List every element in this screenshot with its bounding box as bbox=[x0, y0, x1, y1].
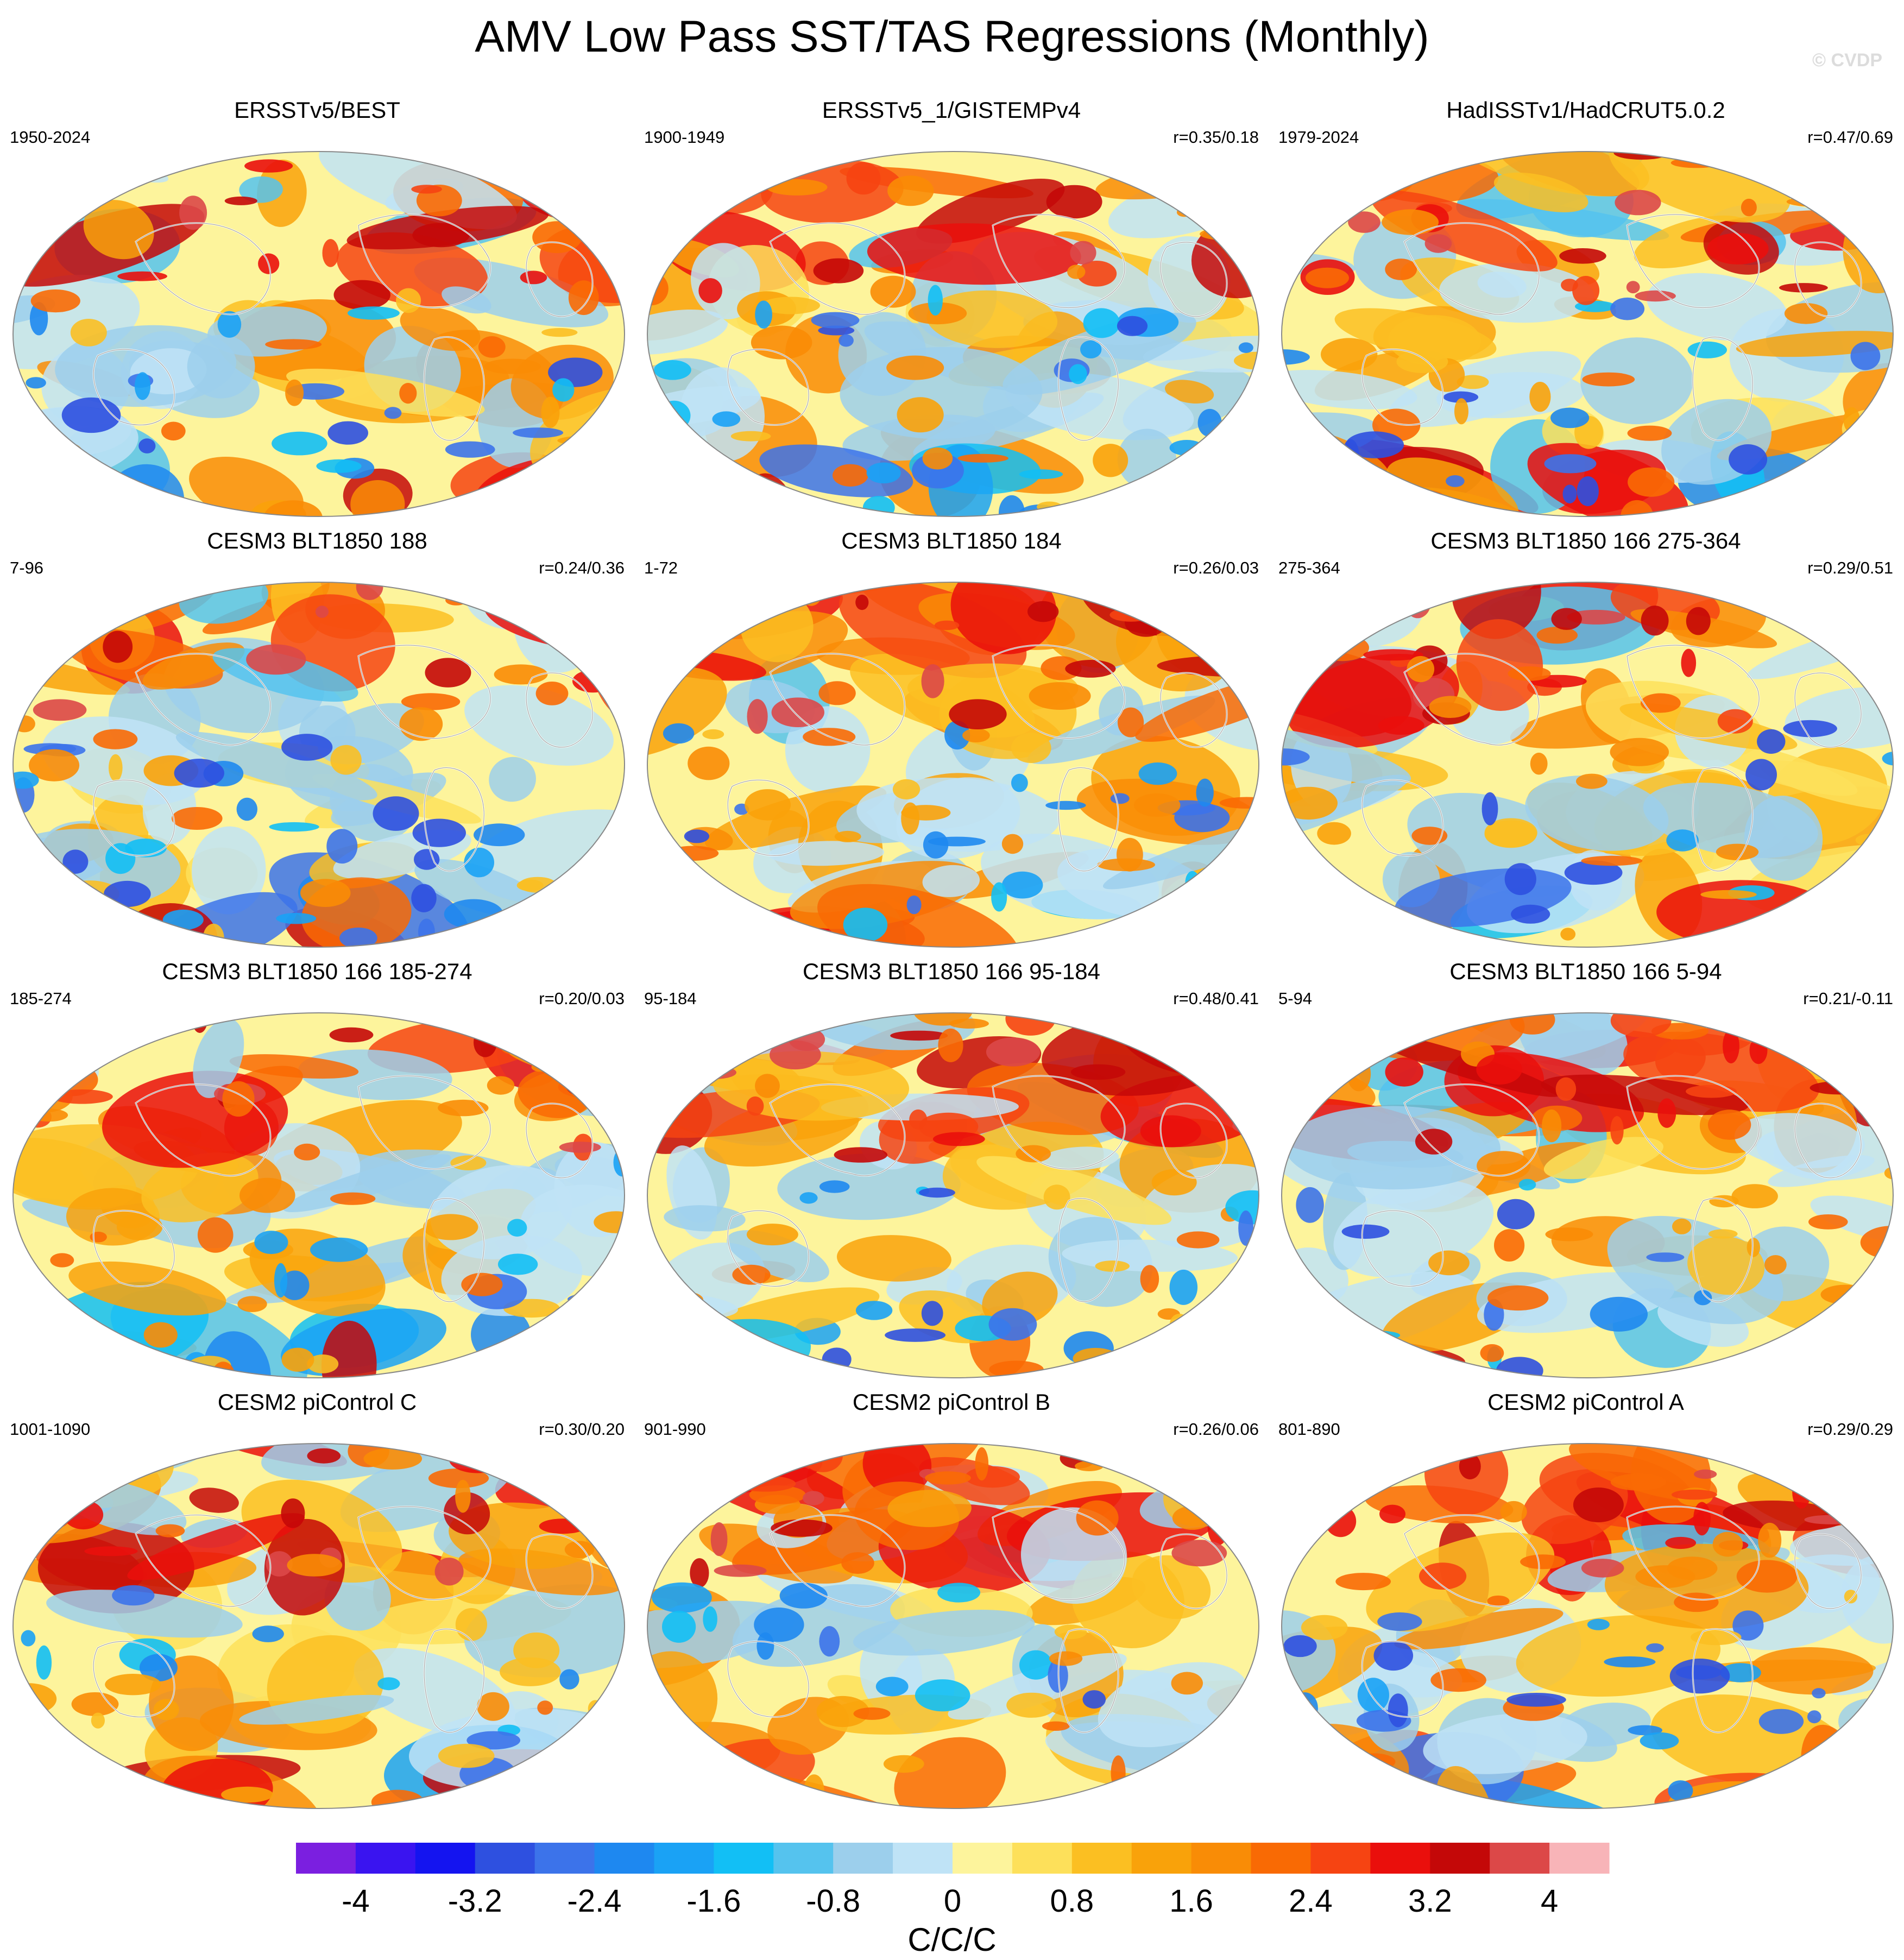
colorbar-swatch bbox=[953, 1843, 1013, 1874]
panel-correlation: r=0.47/0.69 bbox=[1807, 128, 1893, 147]
panel-period: 7-96 bbox=[10, 558, 44, 577]
panel-period: 1001-1090 bbox=[10, 1420, 91, 1439]
map-plot bbox=[647, 151, 1259, 517]
colorbar-swatch bbox=[773, 1843, 834, 1874]
panel-title: ERSSTv5_1/GISTEMPv4 bbox=[822, 97, 1081, 123]
colorbar-swatch bbox=[1549, 1843, 1610, 1874]
panel-correlation: r=0.24/0.36 bbox=[539, 558, 625, 577]
map-panel: CESM3 BLT1850 166 95-184 95-184 r=0.48/0… bbox=[634, 956, 1269, 1385]
map-plot bbox=[1281, 582, 1894, 948]
colorbar-swatch bbox=[534, 1843, 595, 1874]
panel-period: 95-184 bbox=[644, 989, 697, 1008]
panel-period: 801-890 bbox=[1278, 1420, 1340, 1439]
map-panel: ERSSTv5_1/GISTEMPv4 1900-1949 r=0.35/0.1… bbox=[634, 95, 1269, 524]
copyright-mark: © CVDP bbox=[1812, 50, 1882, 71]
map-panel: CESM3 BLT1850 166 5-94 5-94 r=0.21/-0.11 bbox=[1269, 956, 1903, 1385]
map-plot bbox=[647, 582, 1259, 948]
colorbar-swatch bbox=[1310, 1843, 1371, 1874]
panel-period: 1979-2024 bbox=[1278, 128, 1359, 147]
colorbar-tick-label: 2.4 bbox=[1289, 1883, 1333, 1919]
colorbar-tick-label: 1.6 bbox=[1169, 1883, 1213, 1919]
colorbar-swatch bbox=[355, 1843, 416, 1874]
colorbar-swatch bbox=[1370, 1843, 1430, 1874]
map-panel: CESM2 piControl A 801-890 r=0.29/0.29 bbox=[1269, 1387, 1903, 1816]
map-panel: ERSSTv5/BEST 1950-2024 bbox=[0, 95, 634, 524]
colorbar-frame bbox=[296, 1843, 1609, 1874]
panel-correlation: r=0.29/0.29 bbox=[1807, 1420, 1893, 1439]
panel-title: CESM2 piControl B bbox=[852, 1389, 1051, 1415]
map-plot bbox=[12, 1443, 625, 1809]
panel-title: CESM2 piControl A bbox=[1487, 1389, 1684, 1415]
panel-title: CESM2 piControl C bbox=[217, 1389, 417, 1415]
panel-period: 275-364 bbox=[1278, 558, 1340, 577]
map-plot bbox=[1281, 151, 1894, 517]
colorbar-tick-label: 0 bbox=[944, 1883, 961, 1919]
colorbar-label: C/C/C bbox=[907, 1921, 996, 1958]
map-plot bbox=[647, 1012, 1259, 1378]
colorbar-tick-label: -2.4 bbox=[568, 1883, 622, 1919]
map-plot bbox=[1281, 1443, 1894, 1809]
panel-correlation: r=0.35/0.18 bbox=[1173, 128, 1259, 147]
map-plot bbox=[12, 582, 625, 948]
colorbar-tick-label: 0.8 bbox=[1050, 1883, 1094, 1919]
map-panel: CESM2 piControl B 901-990 r=0.26/0.06 bbox=[634, 1387, 1269, 1816]
panel-title: CESM3 BLT1850 166 95-184 bbox=[803, 959, 1100, 984]
colorbar-swatch bbox=[833, 1843, 893, 1874]
colorbar-tick-label: 3.2 bbox=[1408, 1883, 1452, 1919]
panel-title: CESM3 BLT1850 188 bbox=[207, 528, 427, 553]
colorbar-swatch bbox=[1490, 1843, 1550, 1874]
map-plot bbox=[12, 1012, 625, 1378]
colorbar-swatch bbox=[415, 1843, 476, 1874]
panel-title: HadISSTv1/HadCRUT5.0.2 bbox=[1446, 97, 1725, 123]
panel-period: 5-94 bbox=[1278, 989, 1313, 1008]
colorbar-tick-label: 4 bbox=[1541, 1883, 1558, 1919]
panel-correlation: r=0.20/0.03 bbox=[539, 989, 625, 1008]
colorbar-swatch bbox=[1131, 1843, 1192, 1874]
map-panel: CESM3 BLT1850 188 7-96 r=0.24/0.36 bbox=[0, 526, 634, 955]
map-panel: CESM3 BLT1850 166 275-364 275-364 r=0.29… bbox=[1269, 526, 1903, 955]
map-panel: CESM2 piControl C 1001-1090 r=0.30/0.20 bbox=[0, 1387, 634, 1816]
colorbar-swatch bbox=[1071, 1843, 1132, 1874]
colorbar-swatch bbox=[1430, 1843, 1490, 1874]
panel-title: CESM3 BLT1850 166 275-364 bbox=[1430, 528, 1741, 553]
panel-correlation: r=0.26/0.03 bbox=[1173, 558, 1259, 577]
panel-correlation: r=0.29/0.51 bbox=[1807, 558, 1893, 577]
panel-title: ERSSTv5/BEST bbox=[234, 97, 400, 123]
panel-period: 901-990 bbox=[644, 1420, 706, 1439]
colorbar-swatch bbox=[1251, 1843, 1312, 1874]
panel-period: 1900-1949 bbox=[644, 128, 725, 147]
colorbar-swatch bbox=[594, 1843, 655, 1874]
colorbar-tick-label: -0.8 bbox=[806, 1883, 860, 1919]
colorbar-tick-label: -3.2 bbox=[448, 1883, 502, 1919]
panel-title: CESM3 BLT1850 184 bbox=[841, 528, 1062, 553]
panel-correlation: r=0.21/-0.11 bbox=[1803, 989, 1893, 1008]
map-plot bbox=[12, 151, 625, 517]
panel-correlation: r=0.30/0.20 bbox=[539, 1420, 625, 1439]
panel-title: CESM3 BLT1850 166 5-94 bbox=[1449, 959, 1722, 984]
colorbar-swatch bbox=[1012, 1843, 1073, 1874]
colorbar-swatch bbox=[893, 1843, 953, 1874]
panel-correlation: r=0.48/0.41 bbox=[1173, 989, 1259, 1008]
colorbar-swatch bbox=[475, 1843, 535, 1874]
colorbar-swatch bbox=[296, 1843, 356, 1874]
map-plot bbox=[1281, 1012, 1894, 1378]
colorbar-swatch bbox=[1191, 1843, 1252, 1874]
panel-period: 1-72 bbox=[644, 558, 678, 577]
figure-title: AMV Low Pass SST/TAS Regressions (Monthl… bbox=[475, 12, 1429, 61]
colorbar-tick-label: -4 bbox=[342, 1883, 370, 1919]
panel-period: 185-274 bbox=[10, 989, 72, 1008]
map-panel: CESM3 BLT1850 166 185-274 185-274 r=0.20… bbox=[0, 956, 634, 1385]
panel-period: 1950-2024 bbox=[10, 128, 91, 147]
colorbar-swatch bbox=[654, 1843, 714, 1874]
map-plot bbox=[647, 1443, 1259, 1809]
map-panel: CESM3 BLT1850 184 1-72 r=0.26/0.03 bbox=[634, 526, 1269, 955]
colorbar-swatch bbox=[714, 1843, 774, 1874]
panel-correlation: r=0.26/0.06 bbox=[1173, 1420, 1259, 1439]
panel-title: CESM3 BLT1850 166 185-274 bbox=[162, 959, 472, 984]
map-panel: HadISSTv1/HadCRUT5.0.2 1979-2024 r=0.47/… bbox=[1269, 95, 1903, 524]
colorbar-tick-label: -1.6 bbox=[686, 1883, 741, 1919]
